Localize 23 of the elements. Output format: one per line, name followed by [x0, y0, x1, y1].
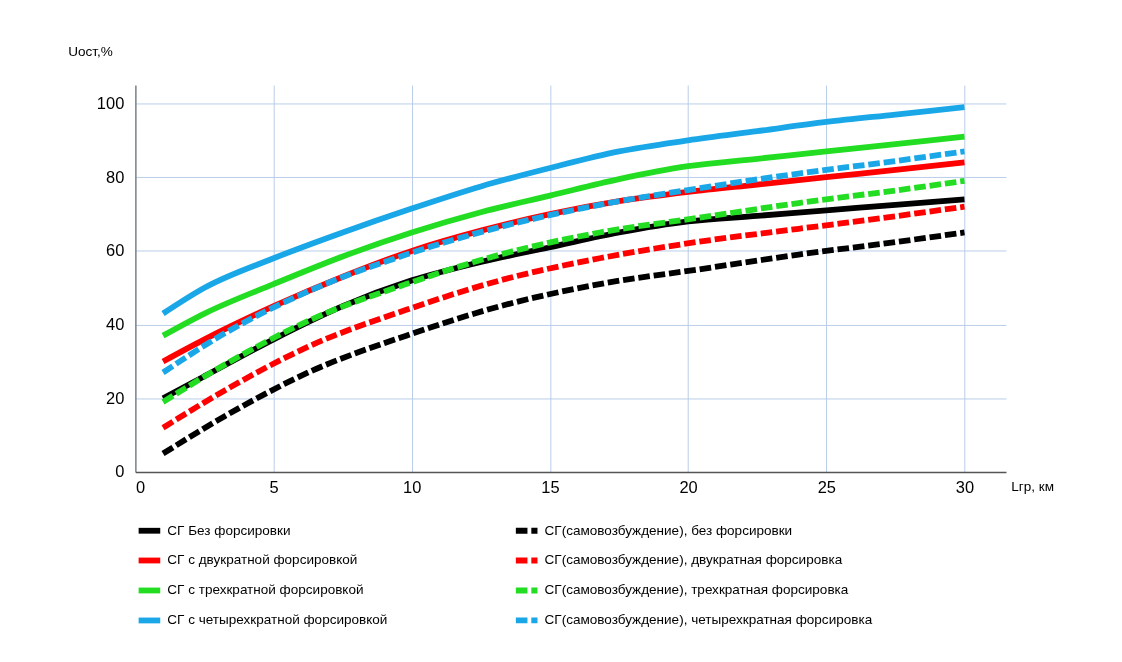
x-tick-label: 25	[817, 477, 836, 496]
y-tick-label: 60	[105, 241, 125, 260]
legend-label: СГ с двукратной форсировкой	[167, 552, 358, 568]
legend-label: СГ(самовозбуждение), без форсировки	[544, 522, 793, 538]
x-tick-label: 30	[955, 477, 975, 496]
y-tick-label: 0	[115, 462, 125, 481]
y-tick-label: 100	[96, 93, 125, 112]
legend-label: СГ(самовозбуждение), трехкратная форсировка	[544, 582, 849, 598]
legend-label: СГ с трехкратной форсировкой	[167, 582, 364, 598]
y-tick-label: 20	[105, 388, 125, 407]
legend-label: СГ Без форсировки	[167, 522, 291, 538]
legend-label: СГ(самовозбуждение), четырехкратная форсировка	[544, 612, 873, 628]
x-tick-label: 20	[679, 477, 698, 496]
y-axis-title: Uост,%	[68, 43, 113, 59]
x-tick-label: 5	[269, 477, 279, 496]
legend-label: СГ(самовозбуждение), двукратная форсировка	[544, 552, 843, 568]
y-tick-label: 80	[105, 167, 125, 186]
y-tick-label: 40	[105, 314, 125, 333]
x-tick-label: 0	[135, 477, 146, 496]
x-tick-label: 10	[403, 477, 422, 496]
legend-label: СГ с четырехкратной форсировкой	[167, 612, 388, 628]
x-axis-title: Lгр, км	[1011, 478, 1054, 494]
x-tick-label: 15	[541, 477, 560, 496]
